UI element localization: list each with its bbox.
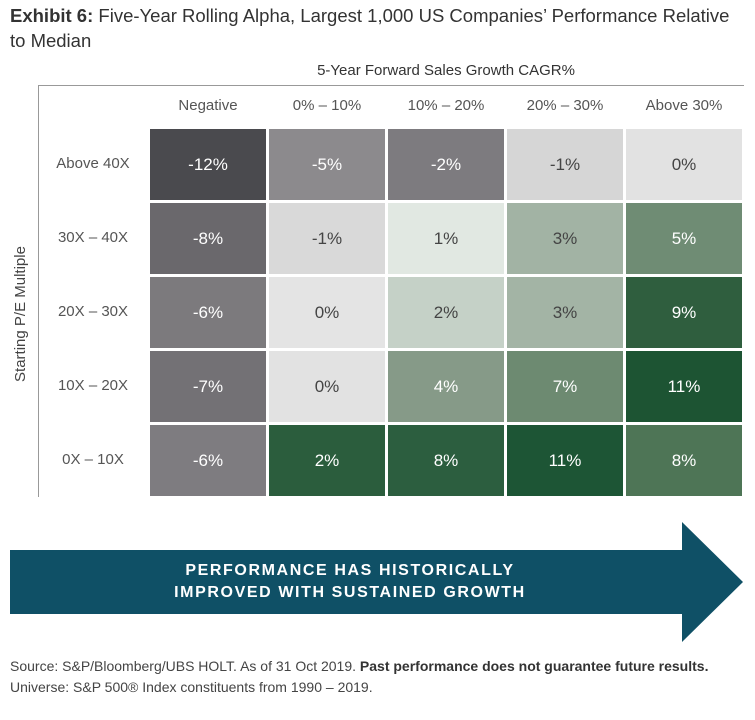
frame-left-line <box>38 85 39 497</box>
arrow-shape <box>10 522 743 642</box>
heatmap-cell: 0% <box>269 277 385 348</box>
column-header: 0% – 10% <box>292 97 362 114</box>
heatmap-cell: 8% <box>388 425 504 496</box>
heatmap-cell: -7% <box>150 351 266 422</box>
heatmap-cell: -6% <box>150 425 266 496</box>
disclaimer: Past performance does not guarantee futu… <box>359 658 709 674</box>
heatmap-cell: -1% <box>507 129 623 200</box>
heatmap-cell: 5% <box>626 203 742 274</box>
heatmap-cell: -2% <box>388 129 504 200</box>
heatmap-cell: -5% <box>269 129 385 200</box>
heatmap-cell: 0% <box>269 351 385 422</box>
row-header: 20X – 30X <box>57 303 129 320</box>
column-header: Negative <box>178 97 238 114</box>
x-axis-title: 5-Year Forward Sales Growth CAGR% <box>317 62 575 79</box>
heatmap-cell: -1% <box>269 203 385 274</box>
column-header: Above 30% <box>645 97 723 114</box>
heatmap-cell: 1% <box>388 203 504 274</box>
heatmap-cell: 7% <box>507 351 623 422</box>
heatmap-cell: 4% <box>388 351 504 422</box>
column-header: 20% – 30% <box>526 97 604 114</box>
exhibit-label: Exhibit 6: <box>10 5 94 26</box>
y-axis-title: Starting P/E Multiple <box>12 246 29 382</box>
heatmap-cell: -8% <box>150 203 266 274</box>
banner-line-1: PERFORMANCE HAS HISTORICALLY <box>185 562 515 579</box>
source-text: Source: S&P/Bloomberg/UBS HOLT. As of 31… <box>10 658 357 674</box>
growth-arrow-banner <box>10 522 743 642</box>
frame-top-line <box>38 85 744 86</box>
exhibit-title: Five-Year Rolling Alpha, Largest 1,000 U… <box>10 5 730 51</box>
banner-line-2: IMPROVED WITH SUSTAINED GROWTH <box>174 584 526 601</box>
heatmap-cell: 9% <box>626 277 742 348</box>
chart-title: Exhibit 6: Five-Year Rolling Alpha, Larg… <box>10 3 750 53</box>
source-note: Source: S&P/Bloomberg/UBS HOLT. As of 31… <box>10 656 750 698</box>
row-header: 30X – 40X <box>57 229 129 246</box>
heatmap-cell: 3% <box>507 277 623 348</box>
heatmap-cell: 2% <box>269 425 385 496</box>
heatmap-cell: 11% <box>626 351 742 422</box>
heatmap-cell: 2% <box>388 277 504 348</box>
heatmap-cell: -6% <box>150 277 266 348</box>
row-header: Above 40X <box>56 155 130 172</box>
banner-text: PERFORMANCE HAS HISTORICALLY IMPROVED WI… <box>10 560 690 604</box>
heatmap-cell: 3% <box>507 203 623 274</box>
heatmap-cell: 0% <box>626 129 742 200</box>
heatmap-cell: 8% <box>626 425 742 496</box>
row-header: 10X – 20X <box>57 377 129 394</box>
heatmap-cell: 11% <box>507 425 623 496</box>
universe-text: Universe: S&P 500® Index constituents fr… <box>10 679 373 695</box>
heatmap-cell: -12% <box>150 129 266 200</box>
row-header: 0X – 10X <box>62 451 124 468</box>
column-header: 10% – 20% <box>407 97 485 114</box>
